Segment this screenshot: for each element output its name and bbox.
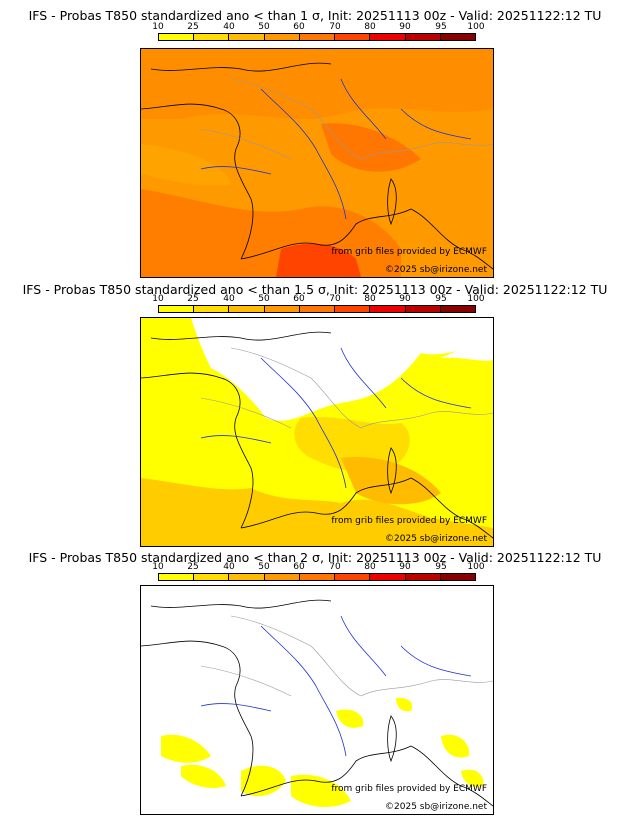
- scale-color-segment: [440, 306, 475, 312]
- scale-tick: 60: [293, 22, 305, 32]
- scale-tick: 100: [467, 294, 485, 304]
- scale-tick: 40: [223, 562, 235, 572]
- panel-title: IFS - Probas T850 standardized ano < tha…: [28, 550, 602, 565]
- probability-map: from grib files provided by ECMWF ©2025 …: [140, 585, 494, 815]
- scale-tick: 50: [258, 22, 270, 32]
- scale-tick: 25: [187, 562, 199, 572]
- scale-tick: 60: [293, 562, 305, 572]
- panel-sigma-2: IFS - Probas T850 standardized ano < tha…: [0, 548, 630, 828]
- scale-color-segment: [405, 306, 441, 312]
- scale-color-segment: [370, 574, 406, 580]
- scale-tick: 100: [467, 22, 485, 32]
- scale-color-segment: [159, 34, 195, 40]
- scale-tick: 50: [258, 294, 270, 304]
- scale-tick: 10: [152, 294, 164, 304]
- probability-map: from grib files provided by ECMWF ©2025 …: [140, 48, 494, 278]
- scale-tick: 25: [187, 22, 199, 32]
- panel-sigma-1-5: IFS - Probas T850 standardized ano < tha…: [0, 280, 630, 550]
- scale-color-segment: [370, 34, 406, 40]
- scale-color-segment: [440, 574, 475, 580]
- scale-tick: 80: [364, 562, 376, 572]
- scale-tick: 50: [258, 562, 270, 572]
- scale-tick: 25: [187, 294, 199, 304]
- scale-tick: 10: [152, 562, 164, 572]
- panel-title: IFS - Probas T850 standardized ano < tha…: [22, 282, 608, 297]
- scale-color-segment: [440, 34, 475, 40]
- scale-color-segment: [159, 306, 195, 312]
- color-scale: 10 25 40 50 60 70 80 90 95 100: [152, 562, 485, 586]
- scale-tick: 60: [293, 294, 305, 304]
- scale-color-segment: [229, 574, 265, 580]
- scale-tick: 70: [329, 562, 341, 572]
- scale-color-segment: [194, 306, 230, 312]
- scale-color-segment: [299, 34, 336, 40]
- scale-tick: 10: [152, 22, 164, 32]
- scale-color-segment: [370, 306, 406, 312]
- credit-copyright: ©2025 sb@irizone.net: [385, 534, 487, 544]
- scale-color-segment: [194, 574, 230, 580]
- scale-color-segment: [229, 306, 265, 312]
- color-scale: 10 25 40 50 60 70 80 90 95 100: [152, 294, 485, 318]
- panel-title: IFS - Probas T850 standardized ano < tha…: [28, 8, 602, 23]
- panel-sigma-1: IFS - Probas T850 standardized ano < tha…: [0, 0, 630, 280]
- color-scale: 10 25 40 50 60 70 80 90 95 100: [152, 22, 485, 46]
- scale-bar: [158, 305, 476, 313]
- scale-tick: 90: [399, 22, 411, 32]
- scale-bar: [158, 573, 476, 581]
- scale-tick: 95: [435, 294, 447, 304]
- scale-tick: 40: [223, 294, 235, 304]
- scale-color-segment: [264, 574, 300, 580]
- credit-copyright: ©2025 sb@irizone.net: [385, 265, 487, 275]
- scale-tick: 70: [329, 22, 341, 32]
- scale-tick: 70: [329, 294, 341, 304]
- scale-tick: 95: [435, 22, 447, 32]
- scale-tick: 95: [435, 562, 447, 572]
- scale-color-segment: [299, 306, 336, 312]
- scale-tick: 90: [399, 562, 411, 572]
- scale-color-segment: [264, 34, 300, 40]
- scale-color-segment: [405, 34, 441, 40]
- scale-tick: 40: [223, 22, 235, 32]
- scale-color-segment: [299, 574, 336, 580]
- scale-color-segment: [335, 34, 371, 40]
- scale-color-segment: [405, 574, 441, 580]
- scale-tick: 80: [364, 22, 376, 32]
- probability-map: from grib files provided by ECMWF ©2025 …: [140, 317, 494, 547]
- scale-color-segment: [335, 574, 371, 580]
- scale-color-segment: [194, 34, 230, 40]
- scale-tick: 80: [364, 294, 376, 304]
- credit-source: from grib files provided by ECMWF: [331, 516, 487, 526]
- credit-source: from grib files provided by ECMWF: [331, 247, 487, 257]
- scale-color-segment: [159, 574, 195, 580]
- credit-source: from grib files provided by ECMWF: [331, 784, 487, 794]
- scale-color-segment: [335, 306, 371, 312]
- scale-color-segment: [229, 34, 265, 40]
- credit-copyright: ©2025 sb@irizone.net: [385, 802, 487, 812]
- scale-tick: 100: [467, 562, 485, 572]
- scale-bar: [158, 33, 476, 41]
- scale-color-segment: [264, 306, 300, 312]
- scale-tick: 90: [399, 294, 411, 304]
